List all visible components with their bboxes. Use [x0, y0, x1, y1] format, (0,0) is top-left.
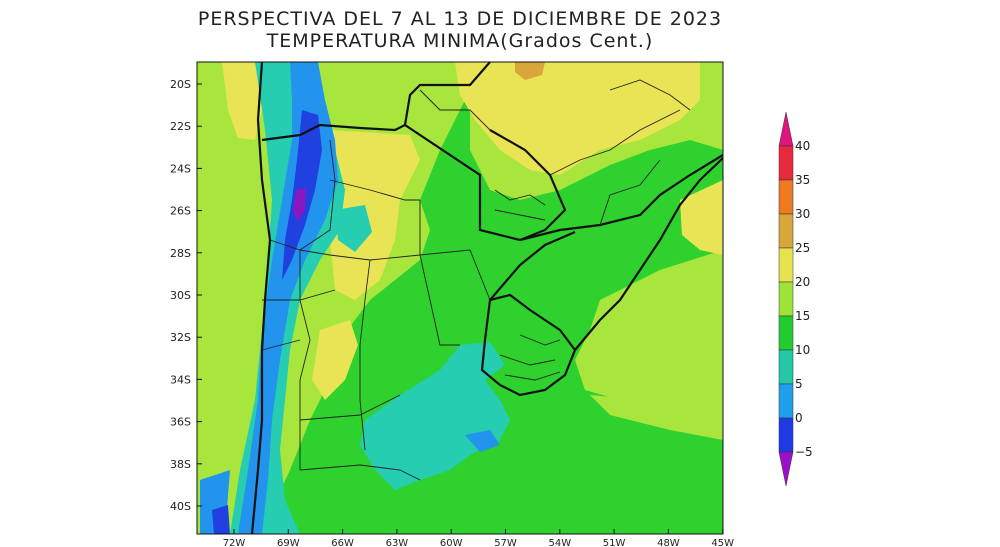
colorbar-segment [778, 213, 794, 249]
colorbar-label: 10 [795, 343, 810, 357]
colorbar-segment [778, 247, 794, 283]
colorbar-segment [778, 349, 794, 385]
contour-below-minus5 [293, 188, 306, 222]
contour-20-25-cordoba [312, 320, 358, 400]
colorbar-bottom-arrow [778, 451, 794, 487]
lat-label: 34S [170, 373, 191, 386]
lat-label: 38S [170, 458, 191, 471]
lon-label: 48W [657, 538, 680, 547]
latitude-axis: 20S 22S 24S 26S 28S 30S 32S 34S 36S 38S 40S [170, 78, 202, 513]
colorbar-segment [778, 179, 794, 215]
lon-label: 60W [440, 538, 463, 547]
lat-label: 40S [170, 500, 191, 513]
map-frame [196, 61, 724, 535]
colorbar-label: 25 [795, 241, 810, 255]
lat-label: 24S [170, 162, 191, 175]
colorbar-segment [778, 145, 794, 181]
lon-label: 72W [223, 538, 246, 547]
colorbar-segment [778, 383, 794, 419]
contour-20-25-atlantic [680, 180, 723, 255]
contour-20-25-orange [515, 62, 545, 80]
contour-5-10-plateau [335, 205, 372, 252]
lon-label: 63W [386, 538, 409, 547]
colorbar-label: 35 [795, 173, 810, 187]
contour-15-20-atlantic [575, 250, 723, 420]
map-title-line2: TEMPERATURA MINIMA(Grados Cent.) [266, 30, 654, 52]
colorbar-segment [778, 417, 794, 453]
contour-5-10-pampa [360, 342, 510, 490]
colorbar-label: 15 [795, 309, 810, 323]
lat-label: 20S [170, 78, 191, 91]
map-title-line1: PERSPECTIVA DEL 7 AL 13 DE DICIEMBRE DE … [197, 8, 723, 30]
lat-label: 36S [170, 416, 191, 429]
contour-15-20-southeast [590, 395, 723, 440]
colorbar-segment [778, 315, 794, 351]
contour-20-25-west [222, 62, 262, 140]
lon-label: 57W [494, 538, 517, 547]
colorbar-label: 30 [795, 207, 810, 221]
colorbar: 40 35 30 25 20 15 10 5 0 −5 [778, 111, 813, 487]
lon-label: 66W [331, 538, 354, 547]
contour-minus5-0-south [212, 505, 230, 534]
colorbar-label: 5 [795, 377, 803, 391]
lat-label: 28S [170, 247, 191, 260]
map-title: PERSPECTIVA DEL 7 AL 13 DE DICIEMBRE DE … [0, 8, 920, 52]
lon-label: 51W [603, 538, 626, 547]
colorbar-segment [778, 281, 794, 317]
lon-label: 54W [548, 538, 571, 547]
colorbar-label: 20 [795, 275, 810, 289]
province-borders [261, 79, 691, 481]
lat-label: 32S [170, 331, 191, 344]
contour-20-25-north [455, 62, 700, 175]
colorbar-label: 0 [795, 411, 803, 425]
lat-label: 26S [170, 205, 191, 218]
colorbar-top-arrow [778, 111, 794, 147]
contour-0-5-bay [465, 430, 500, 452]
lat-label: 30S [170, 289, 191, 302]
map-plot-area [197, 62, 723, 534]
lat-label: 22S [170, 120, 191, 133]
lon-label: 69W [277, 538, 300, 547]
longitude-axis: 72W 69W 66W 63W 60W 57W 54W 51W 48W 45W [223, 529, 734, 547]
colorbar-label: 40 [795, 139, 810, 153]
colorbar-label: −5 [795, 445, 813, 459]
lon-label: 45W [711, 538, 734, 547]
